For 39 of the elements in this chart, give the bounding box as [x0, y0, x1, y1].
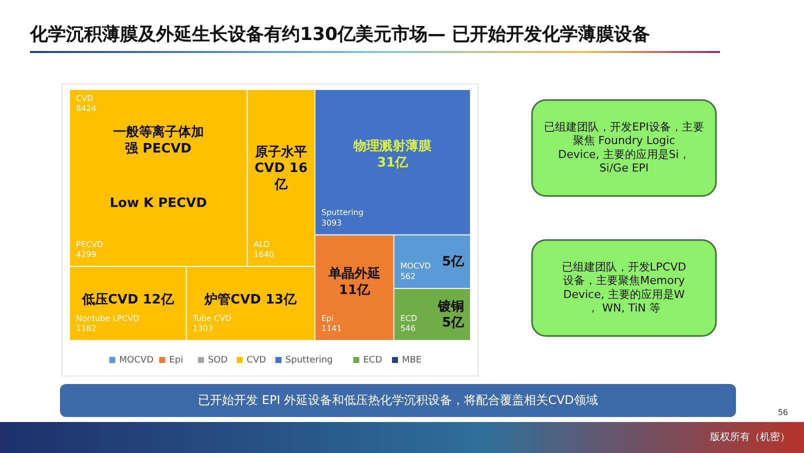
text: 化学沉积薄膜及外延生长设备有约130亿美元市场— 已开始开发化学薄膜设备 — [29, 24, 650, 45]
text: 56 — [778, 408, 788, 418]
text: CVD 8424 — [76, 94, 96, 114]
text: 原子水平CVD 16亿 — [254, 144, 308, 192]
data-label: 562 — [400, 272, 416, 282]
category-label: Sputtering — [321, 208, 364, 218]
text: 已开始开发 EPI 外延设备和低压热化学沉积设备，将配合覆盖相关CVD领域 — [198, 393, 598, 408]
text: 镀铜 5亿 — [438, 298, 464, 330]
legend-label: MOCVD — [119, 355, 154, 366]
data-label: 1141 — [321, 324, 342, 334]
legend-label: MBE — [402, 355, 422, 366]
text: 版权所有（机密） — [710, 430, 790, 443]
category-label: Tube CVD — [192, 314, 232, 323]
data-label: 3093 — [321, 218, 342, 228]
legend-label: CVD — [246, 355, 266, 366]
data-label: 546 — [400, 324, 416, 334]
data-label: 1640 — [254, 250, 274, 260]
text: 已组建团队，开发LPCVD设备，主要聚焦Memory Device, 主要的应用是W， WN, TiN 等 — [562, 260, 686, 315]
legend-label: SOD — [208, 355, 228, 366]
category-label: MOCVD — [400, 262, 431, 271]
text: 物理溅射薄膜 31亿 — [354, 138, 432, 170]
data-label: 4299 — [76, 250, 96, 260]
data-label: 1303 — [192, 324, 214, 334]
text: 一般等离子体加强 PECVD — [112, 124, 204, 156]
text: 5亿 — [442, 254, 464, 270]
text: 炉管CVD 13亿 — [204, 292, 297, 307]
text: 低压CVD 12亿 — [82, 292, 174, 307]
category-label: Nontube LPCVD — [76, 314, 140, 323]
category-label: PECVD — [76, 240, 104, 249]
text: 单晶外延 11亿 — [328, 266, 380, 298]
legend-label: Sputtering — [285, 355, 333, 366]
text: Low K PECVD — [110, 196, 207, 211]
text: 已组建团队，开发EPI设备，主要聚焦 Foundry Logic Device, 主要的应用是Si， Si/Ge EPI — [544, 120, 704, 175]
category-label: Epi — [321, 314, 334, 323]
category-label: ECD — [400, 314, 418, 323]
legend-label: ECD — [363, 355, 382, 366]
category-label: ALD — [254, 240, 270, 249]
data-label: 1182 — [76, 324, 96, 334]
legend-label: Epi — [169, 355, 184, 366]
